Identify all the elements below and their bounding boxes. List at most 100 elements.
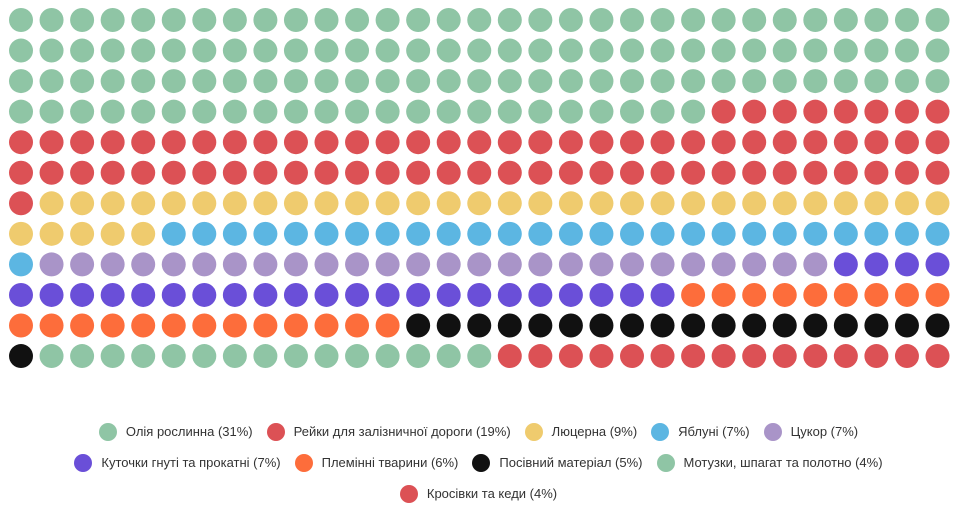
waffle-dot-series-4 xyxy=(681,252,706,277)
waffle-dot-series-0 xyxy=(375,8,400,32)
waffle-dot-series-0 xyxy=(345,99,370,124)
waffle-dot-series-8 xyxy=(131,344,156,369)
waffle-dot-series-0 xyxy=(161,99,186,124)
waffle-dot-series-1 xyxy=(131,130,156,155)
waffle-dot-series-0 xyxy=(864,69,889,94)
legend-item[interactable]: Яблуні (7%) xyxy=(651,422,750,441)
waffle-dot-series-2 xyxy=(925,191,950,216)
legend-item[interactable]: Рейки для залізничної дороги (19%) xyxy=(266,422,511,441)
waffle-dot-series-2 xyxy=(375,191,400,216)
waffle-dot-series-0 xyxy=(9,8,33,32)
waffle-dot-series-8 xyxy=(406,344,431,369)
waffle-dot-series-6 xyxy=(772,282,797,307)
legend-item[interactable]: Племінні тварини (6%) xyxy=(294,453,458,472)
chart-legend: Олія рослинна (31%) Рейки для залізничної… xyxy=(0,416,957,509)
waffle-dot-series-3 xyxy=(406,221,431,246)
waffle-dot-series-2 xyxy=(39,221,64,246)
waffle-dot-series-7 xyxy=(742,313,767,338)
waffle-dot-series-1 xyxy=(864,99,889,124)
waffle-dot-series-0 xyxy=(497,99,522,124)
waffle-dot-series-3 xyxy=(467,221,492,246)
waffle-dot-series-4 xyxy=(650,252,675,277)
legend-swatch xyxy=(656,453,675,472)
waffle-dot-series-3 xyxy=(283,221,308,246)
waffle-dot-series-5 xyxy=(192,282,217,307)
waffle-dot-series-1 xyxy=(772,130,797,155)
legend-swatch xyxy=(472,453,491,472)
waffle-dot-series-1 xyxy=(833,130,858,155)
waffle-dot-series-0 xyxy=(864,8,889,32)
legend-swatch xyxy=(98,422,117,441)
waffle-dot-series-0 xyxy=(864,38,889,63)
waffle-dot-series-8 xyxy=(467,344,492,369)
waffle-dot-series-0 xyxy=(620,69,644,94)
waffle-dot-series-3 xyxy=(222,221,247,246)
waffle-dot-series-6 xyxy=(161,313,186,338)
waffle-dot-series-0 xyxy=(620,99,644,124)
waffle-dot-series-0 xyxy=(253,69,278,94)
waffle-dot-series-6 xyxy=(803,282,828,307)
waffle-dot-series-0 xyxy=(222,69,247,94)
legend-item[interactable]: Куточки гнуті та прокатні (7%) xyxy=(74,453,281,472)
waffle-dot-series-0 xyxy=(314,69,339,94)
waffle-dot-series-0 xyxy=(314,99,339,124)
waffle-dot-series-5 xyxy=(436,282,461,307)
waffle-dot-series-0 xyxy=(772,38,797,63)
waffle-dot-series-0 xyxy=(39,69,64,94)
waffle-dot-series-3 xyxy=(864,221,889,246)
waffle-dot-series-1 xyxy=(9,191,33,216)
waffle-dot-series-7 xyxy=(772,313,797,338)
waffle-dot-series-0 xyxy=(925,38,950,63)
legend-item[interactable]: Люцерна (9%) xyxy=(524,422,637,441)
legend-item[interactable]: Цукор (7%) xyxy=(763,422,858,441)
waffle-dot-series-2 xyxy=(864,191,889,216)
legend-label: Кросівки та кеди (4%) xyxy=(426,486,558,501)
legend-item[interactable]: Посівний матеріал (5%) xyxy=(472,453,643,472)
waffle-dot-series-0 xyxy=(925,8,950,32)
waffle-dot-series-1 xyxy=(681,160,706,185)
waffle-dot-series-0 xyxy=(253,8,278,32)
waffle-dot-series-8 xyxy=(375,344,400,369)
waffle-dot-series-3 xyxy=(558,221,583,246)
waffle-dot-series-0 xyxy=(436,69,461,94)
waffle-dot-series-2 xyxy=(650,191,675,216)
waffle-dot-series-4 xyxy=(345,252,370,277)
waffle-dot-series-0 xyxy=(283,38,308,63)
legend-swatch xyxy=(74,453,93,472)
waffle-dot-series-0 xyxy=(222,99,247,124)
waffle-dot-series-3 xyxy=(620,221,644,246)
waffle-dot-series-9 xyxy=(528,344,553,369)
waffle-dot-series-1 xyxy=(742,130,767,155)
waffle-dot-series-4 xyxy=(161,252,186,277)
waffle-dot-series-0 xyxy=(894,69,919,94)
waffle-dot-series-0 xyxy=(406,69,431,94)
waffle-dot-series-4 xyxy=(436,252,461,277)
waffle-dot-series-2 xyxy=(9,221,33,246)
waffle-dot-series-1 xyxy=(39,160,64,185)
waffle-dot-series-0 xyxy=(558,38,583,63)
waffle-dot-series-3 xyxy=(375,221,400,246)
waffle-dot-series-5 xyxy=(161,282,186,307)
waffle-dot-series-3 xyxy=(650,221,675,246)
waffle-dot-series-4 xyxy=(467,252,492,277)
waffle-dot-series-1 xyxy=(406,160,431,185)
waffle-dot-series-1 xyxy=(100,130,125,155)
waffle-dot-series-9 xyxy=(772,344,797,369)
waffle-dot-series-1 xyxy=(620,130,644,155)
waffle-dot-series-2 xyxy=(131,191,156,216)
legend-item[interactable]: Кросівки та кеди (4%) xyxy=(399,484,558,503)
legend-item[interactable]: Олія рослинна (31%) xyxy=(98,422,253,441)
waffle-dot-series-7 xyxy=(620,313,644,338)
waffle-dot-series-0 xyxy=(681,69,706,94)
waffle-dot-series-6 xyxy=(925,282,950,307)
legend-item[interactable]: Мотузки, шпагат та полотно (4%) xyxy=(656,453,883,472)
waffle-dot-series-0 xyxy=(131,38,156,63)
waffle-dot-series-1 xyxy=(497,130,522,155)
waffle-dot-series-3 xyxy=(345,221,370,246)
legend-label: Мотузки, шпагат та полотно (4%) xyxy=(683,455,883,470)
waffle-dot-series-5 xyxy=(222,282,247,307)
waffle-dot-series-5 xyxy=(620,282,644,307)
waffle-dot-series-0 xyxy=(497,38,522,63)
waffle-dot-series-0 xyxy=(314,8,339,32)
waffle-dot-series-1 xyxy=(589,160,614,185)
